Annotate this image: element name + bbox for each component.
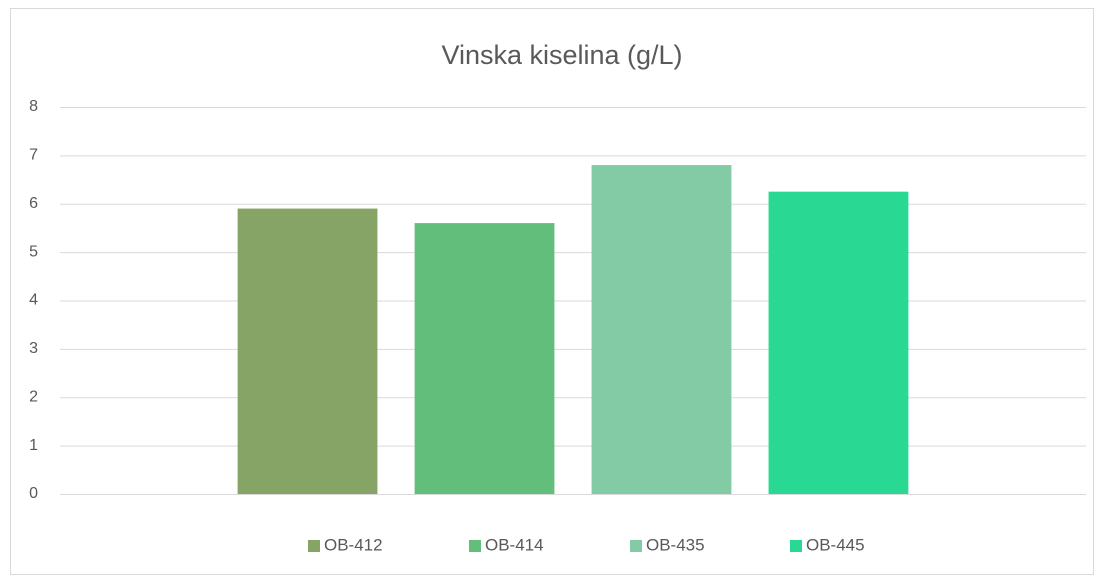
y-tick-label: 4 bbox=[29, 292, 38, 309]
y-tick-label: 1 bbox=[29, 437, 38, 454]
y-tick-label: 2 bbox=[29, 388, 38, 405]
y-tick-label: 8 bbox=[29, 98, 38, 115]
bar bbox=[591, 165, 732, 495]
y-tick-label: 6 bbox=[29, 195, 38, 212]
y-tick-label: 0 bbox=[29, 485, 38, 502]
legend-label: OB-435 bbox=[646, 535, 705, 554]
legend-swatch bbox=[469, 540, 481, 552]
bar bbox=[237, 208, 378, 494]
chart-title: Vinska kiselina (g/L) bbox=[441, 40, 682, 70]
bar bbox=[768, 191, 909, 494]
legend-swatch bbox=[308, 540, 320, 552]
legend-label: OB-414 bbox=[485, 535, 544, 554]
y-tick-label: 5 bbox=[29, 243, 38, 260]
y-tick-label: 3 bbox=[29, 340, 38, 357]
bar bbox=[414, 223, 555, 494]
legend-swatch bbox=[630, 540, 642, 552]
legend-swatch bbox=[790, 540, 802, 552]
legend-label: OB-445 bbox=[806, 535, 865, 554]
legend-label: OB-412 bbox=[324, 535, 383, 554]
y-tick-label: 7 bbox=[29, 147, 38, 164]
